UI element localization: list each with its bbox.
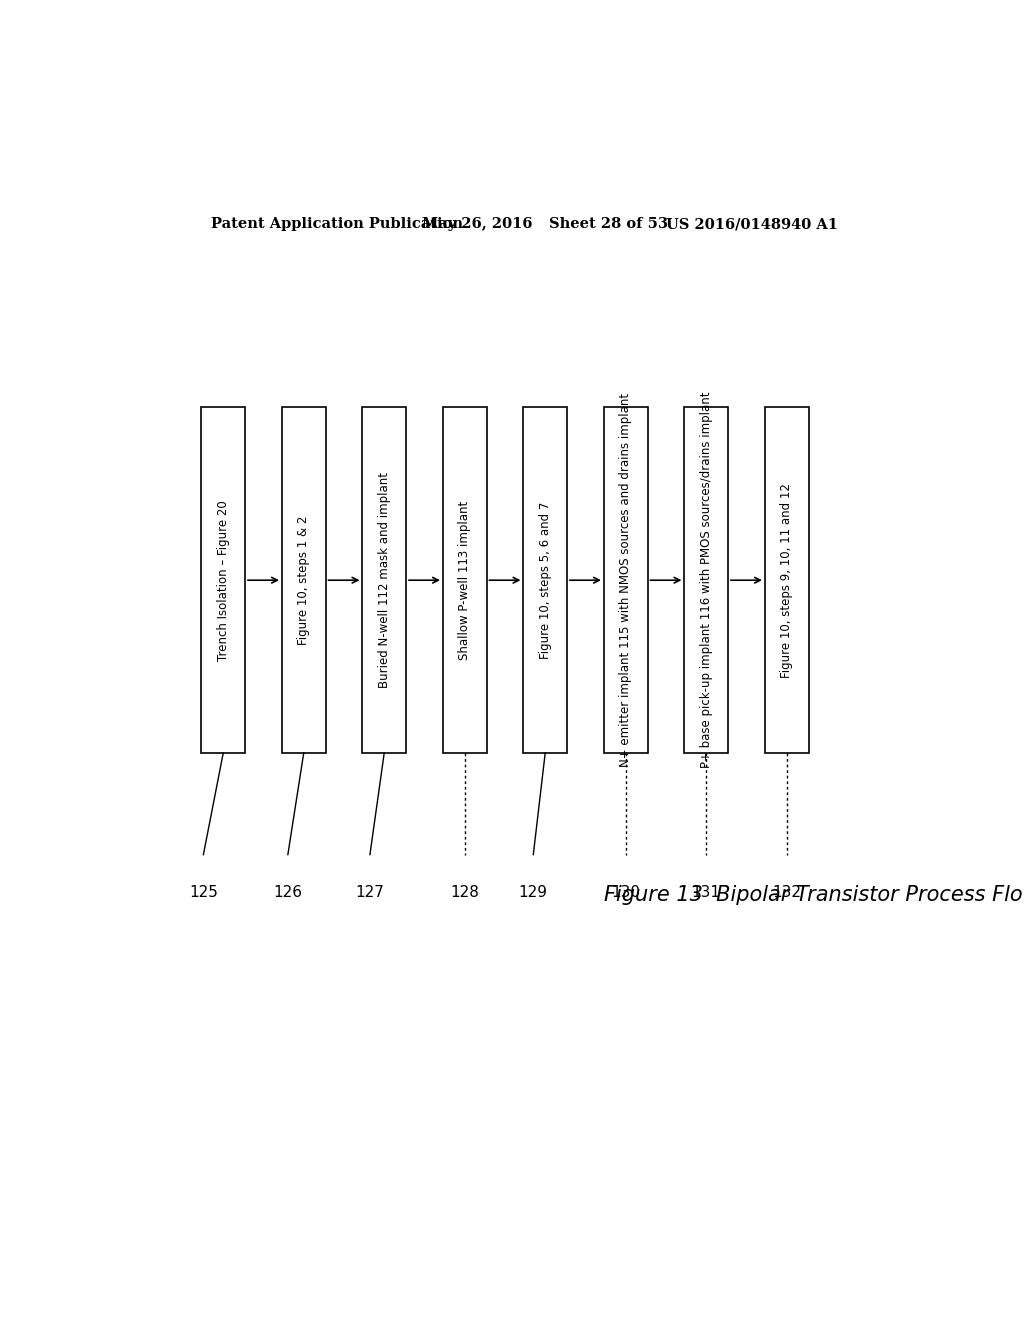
- Bar: [684, 408, 728, 752]
- Text: 127: 127: [355, 886, 384, 900]
- Text: 128: 128: [451, 886, 479, 900]
- Text: Sheet 28 of 53: Sheet 28 of 53: [549, 218, 668, 231]
- Text: Figure 10, steps 1 & 2: Figure 10, steps 1 & 2: [297, 516, 310, 645]
- Bar: [765, 408, 809, 752]
- Text: 125: 125: [189, 886, 218, 900]
- Text: May 26, 2016: May 26, 2016: [422, 218, 532, 231]
- Bar: [282, 408, 326, 752]
- Bar: [202, 408, 245, 752]
- Text: 129: 129: [519, 886, 548, 900]
- Text: Trench Isolation – Figure 20: Trench Isolation – Figure 20: [217, 500, 229, 660]
- Text: Patent Application Publication: Patent Application Publication: [211, 218, 463, 231]
- Text: Figure 13  Bipolar Transistor Process Flow: Figure 13 Bipolar Transistor Process Flo…: [604, 886, 1024, 906]
- Text: Figure 10, steps 9, 10, 11 and 12: Figure 10, steps 9, 10, 11 and 12: [780, 483, 794, 677]
- Text: Shallow P-well 113 implant: Shallow P-well 113 implant: [458, 500, 471, 660]
- Text: N+ emitter implant 115 with NMOS sources and drains implant: N+ emitter implant 115 with NMOS sources…: [620, 393, 632, 767]
- Text: 131: 131: [691, 886, 721, 900]
- Bar: [443, 408, 486, 752]
- Text: 126: 126: [273, 886, 302, 900]
- Text: US 2016/0148940 A1: US 2016/0148940 A1: [666, 218, 838, 231]
- Bar: [362, 408, 407, 752]
- Text: 130: 130: [611, 886, 640, 900]
- Bar: [523, 408, 567, 752]
- Text: Figure 10, steps 5, 6 and 7: Figure 10, steps 5, 6 and 7: [539, 502, 552, 659]
- Text: Buried N-well 112 mask and implant: Buried N-well 112 mask and implant: [378, 473, 391, 688]
- Bar: [604, 408, 647, 752]
- Text: P+ base pick-up implant 116 with PMOS sources/drains implant: P+ base pick-up implant 116 with PMOS so…: [699, 392, 713, 768]
- Text: 132: 132: [772, 886, 801, 900]
